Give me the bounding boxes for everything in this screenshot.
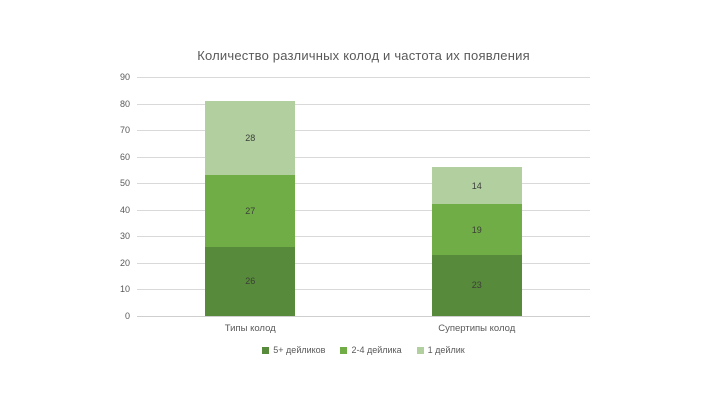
y-tick-label: 40 <box>119 204 130 215</box>
legend-item: 2-4 дейлика <box>340 345 402 355</box>
data-label: 14 <box>471 180 482 191</box>
y-tick-label: 60 <box>119 151 130 162</box>
bar-segment: 19 <box>431 204 522 255</box>
bar-segment: 27 <box>205 175 296 247</box>
gridline-70 <box>137 130 590 132</box>
bar-segment: 23 <box>431 254 522 316</box>
legend-swatch-icon <box>340 346 348 354</box>
data-label: 28 <box>245 133 256 144</box>
gridline-40 <box>137 209 590 211</box>
gridline-60 <box>137 156 590 158</box>
x-category-label: Супертипы колод <box>438 323 516 334</box>
bar-segment: 26 <box>205 246 296 316</box>
y-tick-label: 20 <box>119 257 130 268</box>
gridline-80 <box>137 103 590 105</box>
y-tick-label: 90 <box>119 72 130 82</box>
legend-label: 5+ дейликов <box>273 345 326 355</box>
legend-item: 5+ дейликов <box>262 345 325 355</box>
x-category-label: Типы колод <box>224 323 276 334</box>
y-tick-label: 30 <box>119 231 130 242</box>
data-label: 19 <box>471 224 482 235</box>
y-tick-label: 10 <box>119 284 130 295</box>
gridline-90 <box>137 77 590 78</box>
legend-label: 2-4 дейлика <box>351 345 402 355</box>
gridline-50 <box>137 183 590 185</box>
data-label: 26 <box>245 276 256 287</box>
gridline-20 <box>137 262 590 264</box>
plot-area: 0 10 20 30 40 50 60 70 80 90 26 27 28 23 19 14 Типы ко… <box>120 72 590 334</box>
bar-segment: 14 <box>431 167 522 205</box>
gridline-0 <box>137 316 590 317</box>
gridline-30 <box>137 236 590 238</box>
data-label: 27 <box>245 206 256 217</box>
y-tick-label: 70 <box>119 125 130 136</box>
data-label: 23 <box>471 280 482 291</box>
gridline-10 <box>137 289 590 291</box>
legend-item: 1 дейлик <box>416 345 465 355</box>
legend: 5+ дейликов 2-4 дейлика 1 дейлик <box>137 345 590 355</box>
legend-swatch-icon <box>262 346 270 354</box>
legend-label: 1 дейлик <box>427 345 465 355</box>
y-tick-label: 50 <box>119 178 130 189</box>
chart-title: Количество различных колод и частота их … <box>197 48 530 63</box>
legend-swatch-icon <box>416 346 424 354</box>
y-tick-label: 80 <box>119 98 130 109</box>
y-tick-label: 0 <box>124 311 130 321</box>
bar-segment: 28 <box>205 100 296 176</box>
